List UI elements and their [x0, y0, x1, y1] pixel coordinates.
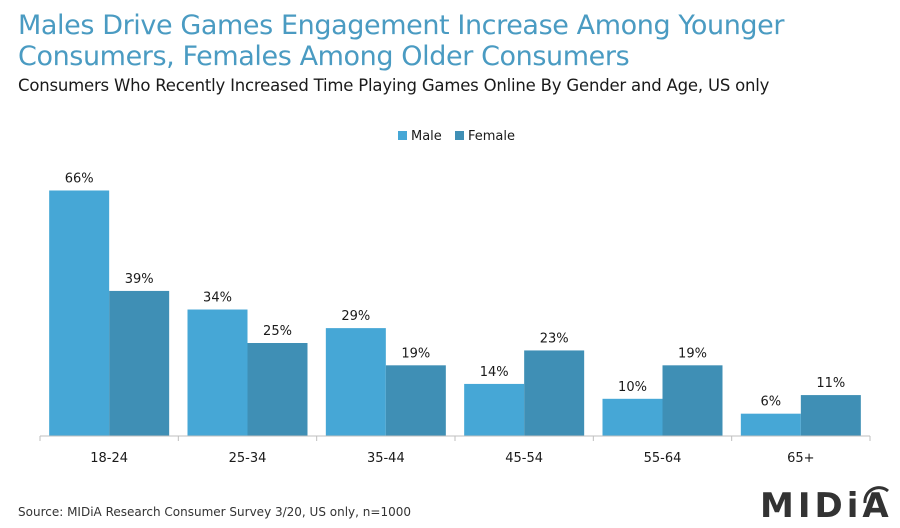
legend-label-male: Male: [411, 129, 442, 144]
bar-male-18-24: [49, 190, 110, 436]
value-label-female-45-54: 23%: [540, 331, 569, 346]
bar-female-65+: [800, 395, 861, 436]
page-title: Males Drive Games Engagement Increase Am…: [18, 10, 785, 72]
legend-swatch-male: [398, 131, 407, 140]
x-axis-ticks: [39, 436, 871, 441]
value-label-female-65+: 11%: [816, 376, 845, 391]
bar-male-65+: [740, 413, 801, 436]
logo-arc-icon: [863, 486, 889, 504]
bar-male-55-64: [602, 398, 663, 436]
bar-female-45-54: [524, 350, 585, 436]
source-note: Source: MIDiA Research Consumer Survey 3…: [18, 505, 411, 519]
category-label-65+: 65+: [787, 451, 814, 466]
category-label-25-34: 25-34: [229, 451, 267, 466]
bar-female-25-34: [247, 343, 308, 436]
bars-group: [49, 190, 861, 436]
value-label-female-35-44: 19%: [401, 346, 430, 361]
value-label-male-65+: 6%: [761, 395, 782, 410]
value-label-male-35-44: 29%: [341, 309, 370, 324]
value-label-male-45-54: 14%: [480, 365, 509, 380]
value-label-female-55-64: 19%: [678, 346, 707, 361]
chart-legend: Male Female: [398, 129, 515, 144]
category-label-45-54: 45-54: [505, 451, 543, 466]
bar-female-18-24: [109, 290, 170, 436]
bar-male-35-44: [325, 328, 386, 436]
category-label-55-64: 55-64: [644, 451, 682, 466]
category-label-18-24: 18-24: [90, 451, 128, 466]
bar-female-55-64: [662, 365, 723, 436]
bar-male-45-54: [464, 383, 525, 436]
value-label-male-25-34: 34%: [203, 291, 232, 306]
bar-chart: Male Female 66% 39% 34% 25% 29% 19% 14% 23% 10% 19…: [39, 129, 871, 466]
category-label-35-44: 35-44: [367, 451, 405, 466]
bar-male-25-34: [187, 309, 248, 436]
bar-female-35-44: [385, 365, 446, 436]
legend-label-female: Female: [468, 129, 515, 144]
value-label-male-18-24: 66%: [65, 171, 94, 186]
value-label-male-55-64: 10%: [618, 380, 647, 395]
value-label-female-18-24: 39%: [125, 272, 154, 287]
page-subtitle: Consumers Who Recently Increased Time Pl…: [18, 76, 770, 95]
value-labels-group: 66% 39% 34% 25% 29% 19% 14% 23% 10% 19% 6% 11%: [65, 171, 846, 409]
legend-swatch-female: [455, 131, 464, 140]
x-axis-labels: 18-24 25-34 35-44 45-54 55-64 65+: [90, 451, 814, 466]
value-label-female-25-34: 25%: [263, 324, 292, 339]
